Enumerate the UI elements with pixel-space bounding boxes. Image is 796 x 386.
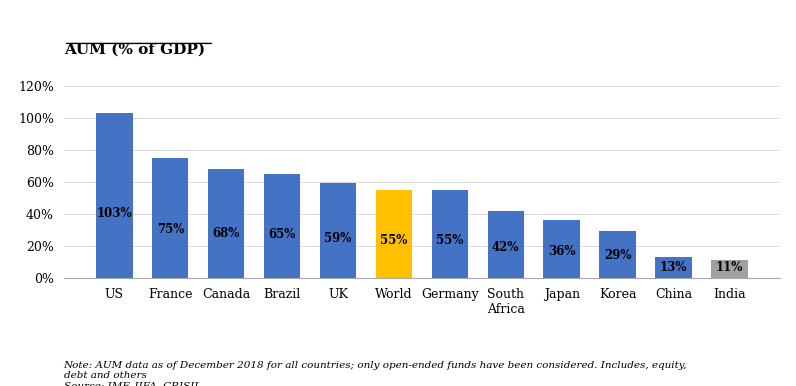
Text: 103%: 103% [96,207,132,220]
Bar [320,183,356,278]
Bar [711,260,747,278]
Text: 65%: 65% [268,229,296,242]
Text: 75%: 75% [157,223,184,236]
Bar [208,169,244,278]
Text: 29%: 29% [604,249,631,262]
Text: 59%: 59% [324,232,352,245]
Bar [488,211,524,278]
Text: 11%: 11% [716,261,743,274]
Bar [152,157,189,278]
Bar [655,257,692,278]
Bar [376,190,412,278]
Text: 68%: 68% [213,227,240,240]
Text: 13%: 13% [660,261,687,274]
Bar [431,190,468,278]
Text: 55%: 55% [380,234,408,247]
Text: 36%: 36% [548,245,576,258]
Text: 42%: 42% [492,241,520,254]
Text: Note: AUM data as of December 2018 for all countries; only open-ended funds have: Note: AUM data as of December 2018 for a… [64,361,687,380]
Bar [599,232,636,278]
Bar [264,174,300,278]
Text: AUM (% of GDP): AUM (% of GDP) [64,42,205,56]
Text: Source: IMF, IIFA, CRISIL: Source: IMF, IIFA, CRISIL [64,382,201,386]
Text: 55%: 55% [436,234,463,247]
Bar [96,113,133,278]
Bar [544,220,579,278]
